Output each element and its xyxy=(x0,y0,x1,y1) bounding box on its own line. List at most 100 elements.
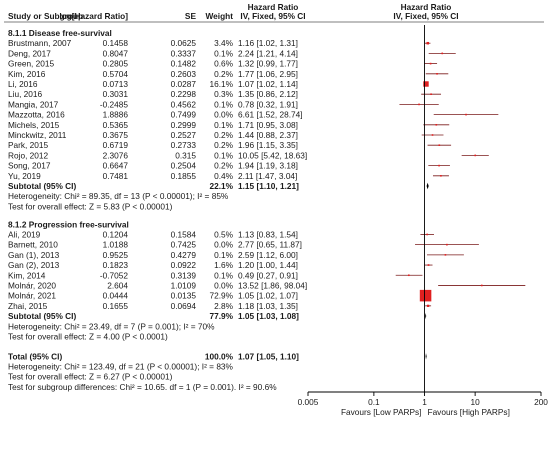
study-weight: 0.1% xyxy=(214,120,234,130)
study-ci-text: 1.35 [0.86, 2.12] xyxy=(238,89,298,99)
study-log-hr: 0.1204 xyxy=(103,229,129,239)
total-label: Total (95% CI) xyxy=(8,351,62,361)
overall-effect-text: Test for overall effect: Z = 4.00 (P < 0… xyxy=(8,331,168,341)
study-name: Liu, 2016 xyxy=(8,89,43,99)
study-marker xyxy=(430,93,432,95)
study-weight: 0.1% xyxy=(214,99,234,109)
study-ci-text: 1.94 [1.19, 3.18] xyxy=(238,161,298,171)
study-se: 0.4562 xyxy=(171,99,197,109)
study-se: 0.1482 xyxy=(171,59,197,69)
study-name: Song, 2017 xyxy=(8,161,51,171)
header-study: Study or Subgroup xyxy=(8,11,83,21)
study-marker xyxy=(431,134,434,136)
study-marker xyxy=(444,254,447,256)
study-log-hr: 0.5365 xyxy=(103,120,129,130)
study-se: 0.315 xyxy=(175,150,196,160)
study-marker xyxy=(441,52,444,55)
study-ci-text: 2.59 [1.12, 6.00] xyxy=(238,250,298,260)
study-se: 0.0287 xyxy=(171,79,197,89)
study-log-hr: 0.1655 xyxy=(103,301,129,311)
study-weight: 0.1% xyxy=(214,150,234,160)
study-name: Gan (2), 2013 xyxy=(8,260,60,270)
heterogeneity-text: Heterogeneity: Chi² = 89.35, df = 13 (P … xyxy=(8,191,229,201)
study-log-hr: 1.0188 xyxy=(103,240,129,250)
study-marker xyxy=(427,304,430,307)
study-se: 0.0625 xyxy=(171,38,197,48)
study-ci-text: 1.71 [0.95, 3.08] xyxy=(238,120,298,130)
study-marker xyxy=(429,62,432,65)
study-name: Molnár, 2020 xyxy=(8,280,56,290)
heterogeneity-text: Heterogeneity: Chi² = 23.49, df = 7 (P =… xyxy=(8,321,215,331)
study-weight: 0.2% xyxy=(214,69,234,79)
header-ci-method: IV, Fixed, 95% CI xyxy=(240,11,305,21)
study-marker xyxy=(427,264,430,266)
header-plot-method: IV, Fixed, 95% CI xyxy=(393,11,458,21)
study-weight: 0.1% xyxy=(214,270,234,280)
study-weight: 0.4% xyxy=(214,171,234,181)
study-ci-text: 1.96 [1.15, 3.35] xyxy=(238,140,298,150)
study-ci-text: 13.52 [1.86, 98.04] xyxy=(238,280,307,290)
study-se: 0.2999 xyxy=(171,120,197,130)
study-ci-text: 2.11 [1.47, 3.04] xyxy=(238,171,297,181)
x-axis-tick-label: 1 xyxy=(422,397,427,407)
total-weight: 100.0% xyxy=(205,351,234,361)
study-log-hr: 0.9525 xyxy=(103,250,129,260)
study-ci-text: 1.32 [0.99, 1.77] xyxy=(238,59,298,69)
study-name: Ali, 2019 xyxy=(8,229,41,239)
study-se: 0.0922 xyxy=(171,260,197,270)
study-ci-text: 0.78 [0.32, 1.91] xyxy=(238,99,298,109)
study-weight: 0.0% xyxy=(214,110,234,120)
study-ci-text: 6.61 [1.52, 28.74] xyxy=(238,110,303,120)
subtotal-ci-text: 1.05 [1.03, 1.08] xyxy=(238,311,299,321)
study-weight: 72.9% xyxy=(209,291,233,301)
study-name: Yu, 2019 xyxy=(8,171,41,181)
header-ci-title: Hazard Ratio xyxy=(248,2,299,12)
study-log-hr: 0.0713 xyxy=(103,79,129,89)
study-se: 0.4279 xyxy=(171,250,197,260)
study-weight: 0.2% xyxy=(214,140,234,150)
study-se: 0.1855 xyxy=(171,171,197,181)
study-ci-text: 1.13 [0.83, 1.54] xyxy=(238,229,298,239)
study-se: 0.0694 xyxy=(171,301,197,311)
study-ci-text: 2.24 [1.21, 4.14] xyxy=(238,48,298,58)
header-weight: Weight xyxy=(206,11,234,21)
x-axis-tick-label: 200 xyxy=(534,397,548,407)
study-log-hr: 1.8886 xyxy=(103,110,129,120)
x-axis-tick-label: 0.1 xyxy=(368,397,380,407)
subtotal-weight: 22.1% xyxy=(209,181,233,191)
subtotal-diamond xyxy=(425,312,427,320)
study-name: Park, 2015 xyxy=(8,140,49,150)
study-weight: 0.1% xyxy=(214,250,234,260)
total-ci-text: 1.07 [1.05, 1.10] xyxy=(238,351,299,361)
study-marker xyxy=(465,113,467,116)
total-overall-effect-text: Test for overall effect: Z = 6.27 (P < 0… xyxy=(8,372,173,382)
study-ci-text: 1.77 [1.06, 2.95] xyxy=(238,69,298,79)
header-log-hazard-ratio: log[Hazard Ratio] xyxy=(59,11,128,21)
study-name: Rojo, 2012 xyxy=(8,150,49,160)
overall-effect-text: Test for overall effect: Z = 5.83 (P < 0… xyxy=(8,201,173,211)
study-weight: 0.0% xyxy=(214,240,234,250)
study-log-hr: 2.604 xyxy=(107,280,128,290)
study-log-hr: 0.7481 xyxy=(103,171,129,181)
study-marker xyxy=(408,274,410,277)
study-name: Gan (1), 2013 xyxy=(8,250,60,260)
study-log-hr: 0.2805 xyxy=(103,59,129,69)
study-weight: 0.3% xyxy=(214,89,234,99)
subtotal-label: Subtotal (95% CI) xyxy=(8,311,76,321)
study-weight: 0.0% xyxy=(214,280,234,290)
study-weight: 0.6% xyxy=(214,59,234,69)
study-weight: 16.1% xyxy=(209,79,233,89)
study-name: Zhai, 2015 xyxy=(8,301,48,311)
study-ci-text: 2.77 [0.65, 11.87] xyxy=(238,240,302,250)
study-name: Deng, 2017 xyxy=(8,48,51,58)
study-weight: 2.8% xyxy=(214,301,234,311)
study-log-hr: 0.0444 xyxy=(103,291,129,301)
study-log-hr: 0.6719 xyxy=(103,140,129,150)
study-log-hr: 0.1823 xyxy=(103,260,129,270)
study-name: Kim, 2014 xyxy=(8,270,46,280)
study-log-hr: 0.1458 xyxy=(103,38,129,48)
study-se: 0.1584 xyxy=(171,229,197,239)
study-ci-text: 1.18 [1.03, 1.35] xyxy=(238,301,298,311)
study-name: Li, 2016 xyxy=(8,79,38,89)
study-marker xyxy=(426,41,430,45)
